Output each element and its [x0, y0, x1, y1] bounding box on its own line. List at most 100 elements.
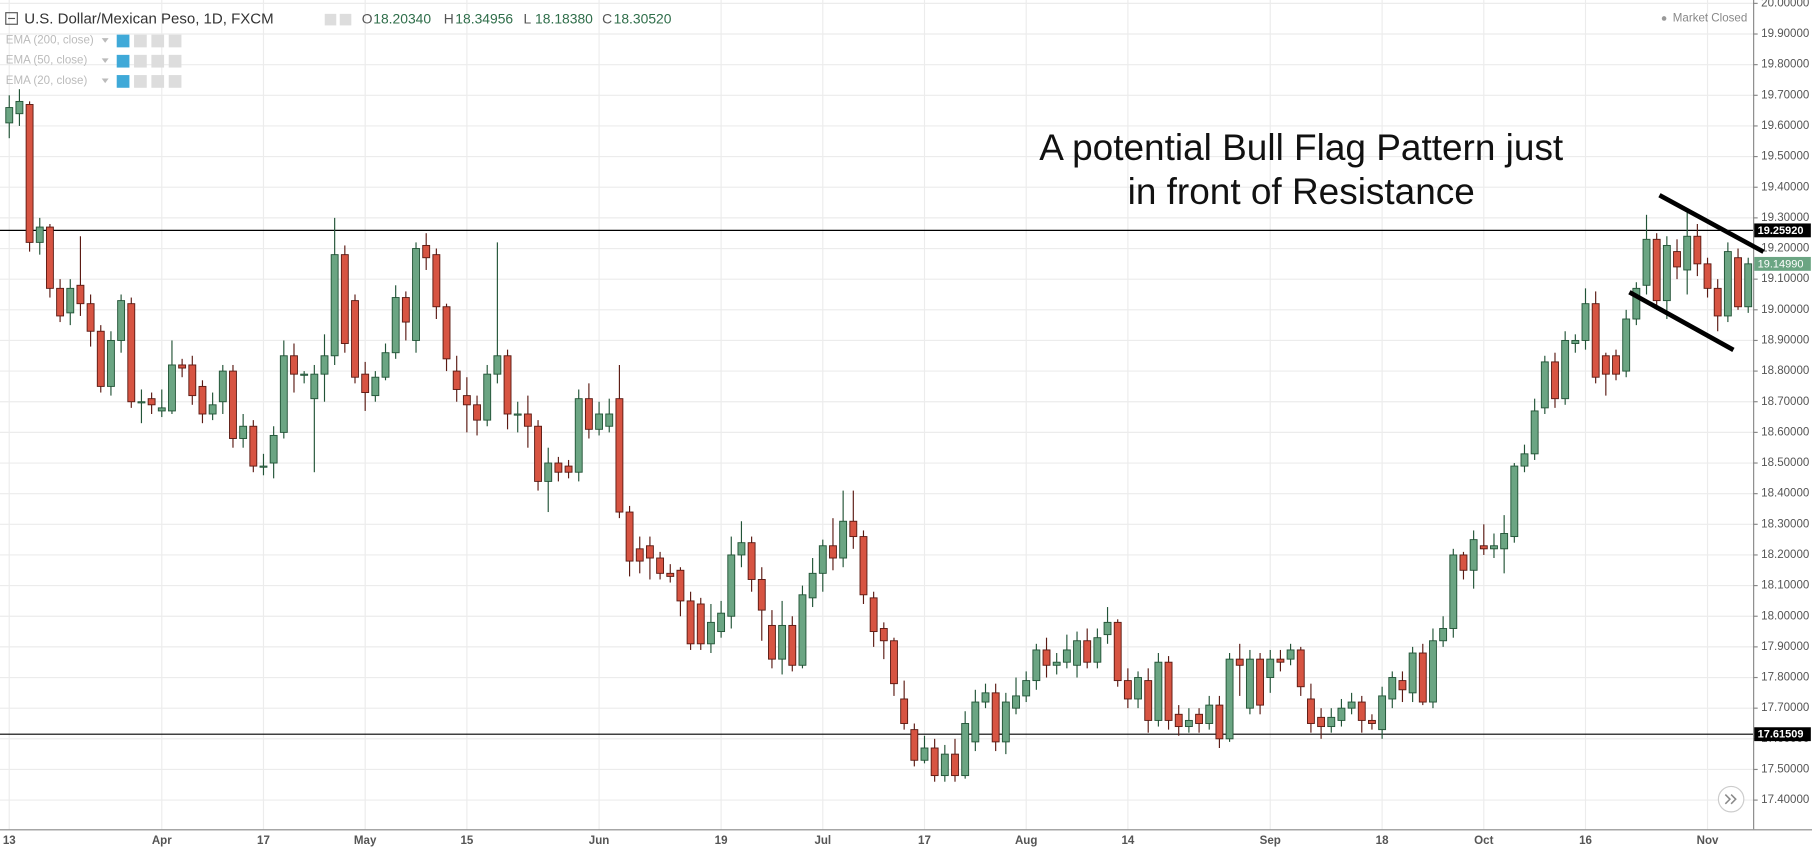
candle-body [676, 569, 685, 602]
candle-body [961, 723, 970, 777]
candle-body [1520, 453, 1529, 467]
indicator-more[interactable] [151, 54, 165, 68]
candle-body [381, 352, 390, 378]
candle-body [879, 628, 888, 642]
indicator-label: EMA (50, close) [6, 55, 88, 67]
candle-body [1164, 661, 1173, 721]
candle-body [391, 297, 400, 354]
indicator-menu[interactable] [101, 38, 109, 43]
candle-body [971, 701, 980, 743]
candle-body [1683, 235, 1692, 271]
indicator-remove[interactable] [168, 75, 182, 88]
collapse-icon[interactable] [5, 12, 18, 25]
indicator-more[interactable] [151, 75, 165, 88]
x-tick-label: 16 [1579, 835, 1592, 847]
candle-body [686, 600, 695, 645]
y-tick-label: 17.40000 [1761, 794, 1809, 806]
candle-body [1713, 287, 1722, 317]
x-tick-label: Nov [1697, 835, 1719, 847]
candle-body [859, 536, 868, 596]
candle-body [1042, 649, 1051, 666]
candle-body [696, 603, 705, 645]
candle-body [279, 355, 288, 433]
candle-body [1479, 545, 1488, 550]
annotation-line: in front of Resistance [1128, 171, 1475, 212]
level-label: 19.25920 [1758, 225, 1804, 237]
candle-body [15, 100, 24, 115]
header-icon[interactable] [339, 13, 352, 26]
indicator-visibility[interactable] [116, 54, 130, 68]
candle-body [717, 612, 726, 633]
candle-body [269, 434, 278, 464]
readout-value: 18.34956 [455, 10, 513, 26]
candle-body [493, 355, 502, 375]
candle-body [249, 425, 258, 467]
indicator-menu[interactable] [101, 58, 109, 63]
indicator-settings[interactable] [134, 34, 147, 48]
indicator-remove[interactable] [168, 54, 182, 68]
candle-body [361, 373, 370, 394]
candle-body [371, 376, 380, 397]
x-tick-label: Apr [152, 835, 172, 847]
candle-body [1073, 640, 1081, 666]
scroll-to-end-button[interactable] [1717, 785, 1745, 813]
candle-body [351, 300, 359, 378]
candle-body [829, 545, 837, 559]
candle-body [1500, 533, 1509, 550]
x-tick-label: Aug [1015, 835, 1037, 847]
header-icon[interactable] [324, 13, 337, 26]
candle-body [1632, 287, 1641, 320]
level-label-box [1754, 727, 1811, 742]
candle-body [96, 330, 105, 387]
candle-body [1510, 465, 1519, 538]
indicator-visibility[interactable] [116, 34, 130, 48]
indicator-list: EMA (200, close) EMA (50, close) EMA (20, … [6, 34, 182, 88]
candle-body [1368, 719, 1376, 724]
x-tick-label: 17 [918, 835, 931, 847]
candle-body [1571, 339, 1580, 344]
indicator-visibility[interactable] [116, 75, 130, 88]
readout-value: 18.18380 [535, 10, 593, 26]
candle-body [310, 373, 319, 400]
y-tick-label: 19.20000 [1761, 243, 1809, 255]
candle-body [117, 300, 126, 341]
readout-value: 18.30520 [614, 10, 672, 26]
candle-body [1093, 637, 1102, 663]
candle-body [1530, 410, 1539, 455]
candle-body [35, 226, 44, 243]
candle-body [991, 692, 1000, 743]
indicator-menu[interactable] [101, 78, 109, 84]
indicator-settings[interactable] [134, 54, 147, 68]
candle-body [432, 254, 441, 308]
candle-body [320, 355, 329, 375]
candle-body [1652, 238, 1661, 302]
candle-body [25, 104, 34, 243]
candle-body [198, 385, 207, 415]
readout-key: H [444, 10, 454, 26]
candle-body [127, 303, 136, 403]
candle-body [1154, 661, 1163, 721]
x-tick-label: Sep [1260, 835, 1281, 847]
candle-body [1601, 355, 1610, 375]
candle-body [1734, 257, 1742, 308]
candle-body [890, 640, 898, 685]
candle-body [645, 545, 654, 559]
candle-body [1337, 707, 1346, 721]
candle-body [1083, 640, 1092, 663]
candle-body [635, 548, 644, 562]
y-tick-label: 17.70000 [1761, 702, 1809, 714]
candle-body [168, 364, 176, 412]
indicator-remove[interactable] [168, 34, 182, 48]
indicator-settings[interactable] [134, 75, 147, 88]
candle-body [544, 462, 553, 482]
candle-body [340, 254, 349, 344]
y-tick-label: 18.70000 [1761, 396, 1809, 408]
candle-body [1001, 701, 1010, 743]
candle-body [940, 753, 949, 777]
y-tick-label: 18.50000 [1761, 457, 1809, 469]
candle-body [1469, 539, 1478, 571]
y-tick-label: 18.40000 [1761, 488, 1809, 500]
indicator-more[interactable] [151, 34, 165, 48]
candle-body [1245, 658, 1254, 709]
ohlc-readout: O 18.20340 H 18.34956 L 18.18380 C 18.30520 [362, 10, 672, 26]
